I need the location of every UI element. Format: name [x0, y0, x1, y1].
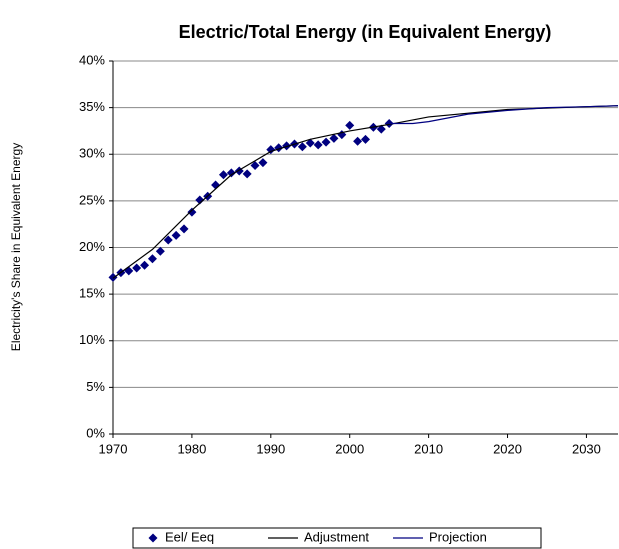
data-line [389, 105, 619, 125]
data-point [321, 137, 331, 147]
legend-label: Eel/ Eeq [165, 529, 214, 544]
data-point [353, 136, 363, 146]
legend-marker [148, 533, 158, 543]
data-point [195, 195, 205, 205]
legend-label: Projection [429, 529, 487, 544]
legend-box [132, 527, 542, 549]
data-point [297, 142, 307, 152]
x-tick-label: 2030 [572, 441, 601, 456]
y-tick-label: 20% [79, 239, 105, 254]
data-point [258, 158, 268, 168]
data-point [361, 134, 370, 144]
data-point [179, 224, 189, 234]
x-tick-label: 1980 [177, 441, 206, 456]
data-line [112, 105, 619, 279]
y-tick-label: 0% [86, 425, 105, 440]
data-point [108, 272, 118, 282]
y-tick-label: 30% [79, 146, 105, 161]
data-point [226, 168, 236, 178]
y-tick-label: 25% [79, 192, 105, 207]
data-point [218, 170, 228, 180]
x-tick-label: 1970 [99, 441, 128, 456]
data-point [124, 266, 134, 276]
data-point [266, 145, 276, 155]
data-point [242, 169, 252, 179]
data-point [147, 254, 157, 264]
y-tick-label: 5% [86, 379, 105, 394]
data-point [171, 230, 181, 240]
data-point [376, 124, 386, 134]
data-point [313, 140, 323, 150]
y-tick-label: 15% [79, 286, 105, 301]
y-tick-label: 40% [79, 52, 105, 67]
data-point [155, 246, 165, 256]
legend-label: Adjustment [304, 529, 369, 544]
x-tick-label: 2010 [414, 441, 443, 456]
data-point [305, 138, 315, 148]
data-point [282, 141, 292, 151]
data-point [163, 235, 173, 245]
y-axis-label: Electricity's Share in Equivalent Energy [9, 143, 23, 351]
y-tick-label: 35% [79, 99, 105, 114]
data-point [140, 260, 150, 270]
data-point [132, 263, 142, 273]
data-point [187, 207, 197, 217]
data-point [345, 120, 355, 130]
data-point [250, 160, 260, 170]
x-tick-label: 1990 [256, 441, 285, 456]
x-tick-label: 2000 [335, 441, 364, 456]
chart-title: Electric/Total Energy (in Equivalent Ene… [179, 22, 552, 42]
x-tick-label: 2020 [493, 441, 522, 456]
data-point [329, 133, 339, 143]
y-tick-label: 10% [79, 332, 105, 347]
